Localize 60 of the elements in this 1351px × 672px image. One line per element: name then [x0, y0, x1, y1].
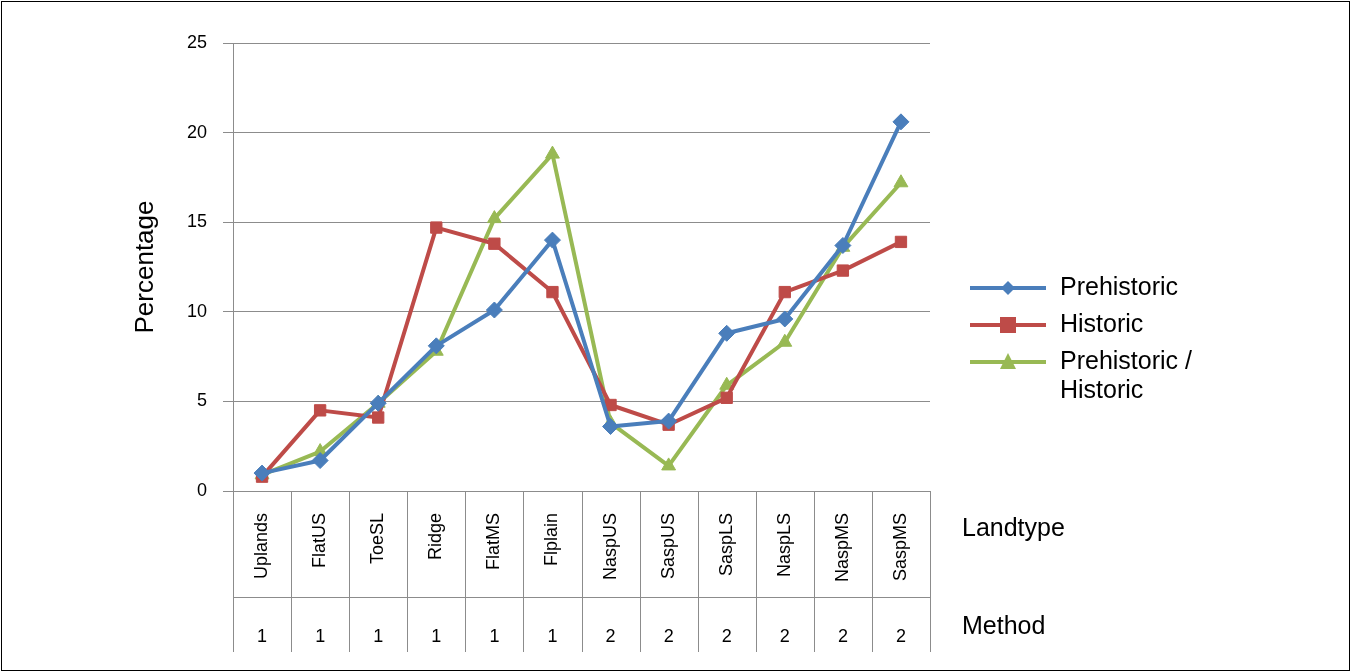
text: Landtype	[962, 512, 1065, 541]
y-tick-label: 20	[186, 121, 207, 142]
legend-label: Historic	[1060, 309, 1145, 338]
point	[427, 337, 445, 355]
point	[660, 412, 678, 430]
point	[718, 324, 736, 342]
point	[778, 285, 791, 299]
point	[892, 113, 910, 131]
text: 1	[373, 625, 384, 646]
text: 2	[663, 625, 674, 646]
point	[485, 301, 503, 319]
x-tick-label: FlatUS	[309, 513, 330, 569]
point	[369, 394, 387, 412]
text: 2	[895, 625, 906, 646]
point	[602, 417, 620, 435]
point	[430, 221, 443, 234]
point	[545, 145, 560, 159]
text: 2	[721, 625, 732, 646]
point	[313, 404, 327, 417]
y-tick-label: 15	[186, 211, 207, 232]
legend-label: Prehistoric	[1060, 272, 1180, 301]
point	[777, 333, 793, 347]
point	[720, 391, 733, 404]
x-tick-label: NaspUS	[599, 513, 620, 581]
y-axis-title: Percentage	[129, 200, 160, 334]
x-tick-label: SaspLS	[715, 513, 736, 577]
x-tick-label: SaspMS	[889, 513, 910, 582]
point	[372, 411, 385, 424]
x-tick-label: Uplands	[251, 513, 272, 580]
x-tick-label: SaspUS	[657, 513, 678, 580]
x-tick-label: NaspMS	[831, 513, 852, 583]
text: 2	[779, 625, 790, 646]
y-tick-label: 10	[186, 300, 207, 321]
y-tick-label: 25	[186, 31, 207, 52]
text: 1	[489, 625, 500, 646]
point	[894, 235, 908, 249]
text: 2	[605, 625, 616, 646]
legend-label: Prehistoric / Historic	[1060, 346, 1193, 404]
point	[661, 457, 677, 471]
text: 1	[315, 625, 326, 646]
text: 1	[431, 625, 442, 646]
point	[311, 452, 329, 470]
point	[543, 231, 561, 249]
text: Method	[962, 610, 1046, 639]
point	[546, 285, 559, 299]
y-tick-label: 5	[196, 390, 207, 411]
x-tick-label: ToeSL	[367, 513, 388, 565]
point	[486, 210, 502, 224]
y-tick-label: 0	[196, 479, 207, 500]
x-tick-label: Ridge	[425, 513, 446, 561]
text: 1	[547, 625, 558, 646]
x-tick-label: NaspLS	[773, 513, 794, 578]
x-tick-label: Flplain	[541, 513, 562, 567]
point	[893, 174, 909, 188]
text: 1	[257, 625, 268, 646]
x-tick-label: FlatMS	[483, 513, 504, 571]
point	[776, 310, 794, 328]
point	[488, 237, 501, 250]
point	[836, 264, 850, 277]
text: 2	[837, 625, 848, 646]
